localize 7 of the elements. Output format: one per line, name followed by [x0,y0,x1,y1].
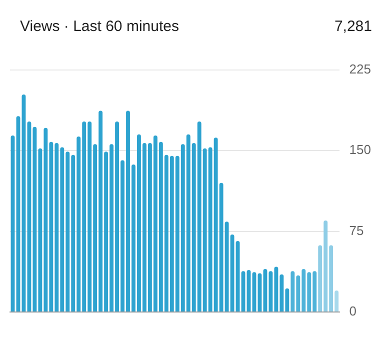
chart-title: Views · Last 60 minutes [20,18,179,35]
text: 7,281 [334,18,372,35]
y-tick-label: 75 [349,222,364,238]
y-tick-label: 0 [349,304,357,319]
y-tick-label: 225 [349,61,372,76]
y-tick-label: 150 [349,142,372,158]
bar [334,290,339,312]
